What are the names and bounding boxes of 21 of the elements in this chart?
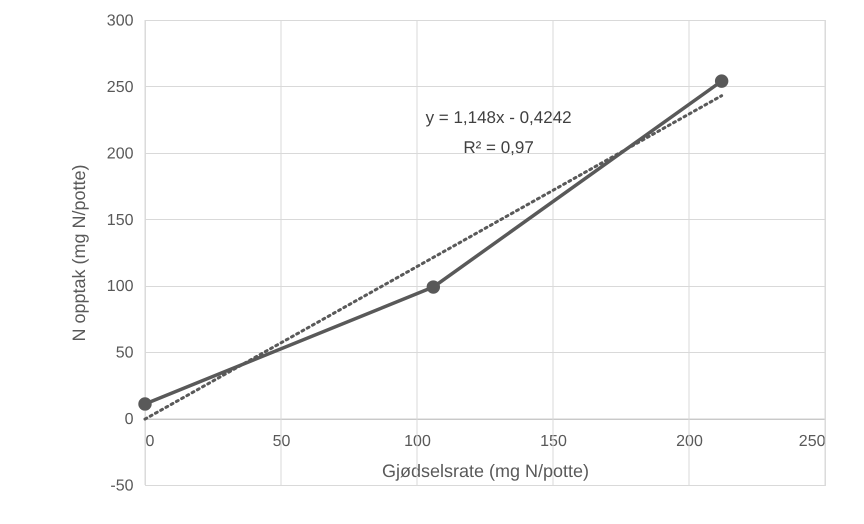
x-tick-label: 250 (798, 433, 826, 450)
x-tick-label: 100 (404, 433, 431, 450)
x-tick-label: 200 (676, 433, 703, 450)
y-axis-title: N opptak (mg N/potte) (68, 164, 89, 342)
y-tick-label: 150 (106, 212, 134, 229)
x-tick-label: 50 (272, 433, 290, 450)
y-tick-label: 0 (124, 411, 134, 428)
x-tick-label: 0 (146, 433, 154, 450)
y-tick-label: 200 (106, 145, 134, 162)
annotation: y = 1,148x - 0,4242 (426, 108, 572, 127)
y-tick-label: 100 (106, 278, 134, 296)
y-tick-label: 50 (116, 344, 134, 362)
x-axis-title: Gjødselsrate (mg N/potte) (382, 461, 590, 482)
point (714, 74, 728, 88)
y-tick-label: -50 (110, 478, 134, 494)
y-tick-label: 300 (106, 12, 134, 30)
point (426, 280, 440, 294)
x-tick-label: 150 (540, 433, 567, 450)
point (138, 397, 152, 411)
annotation: R² = 0,97 (463, 138, 534, 157)
y-tick-label: 250 (106, 78, 134, 96)
